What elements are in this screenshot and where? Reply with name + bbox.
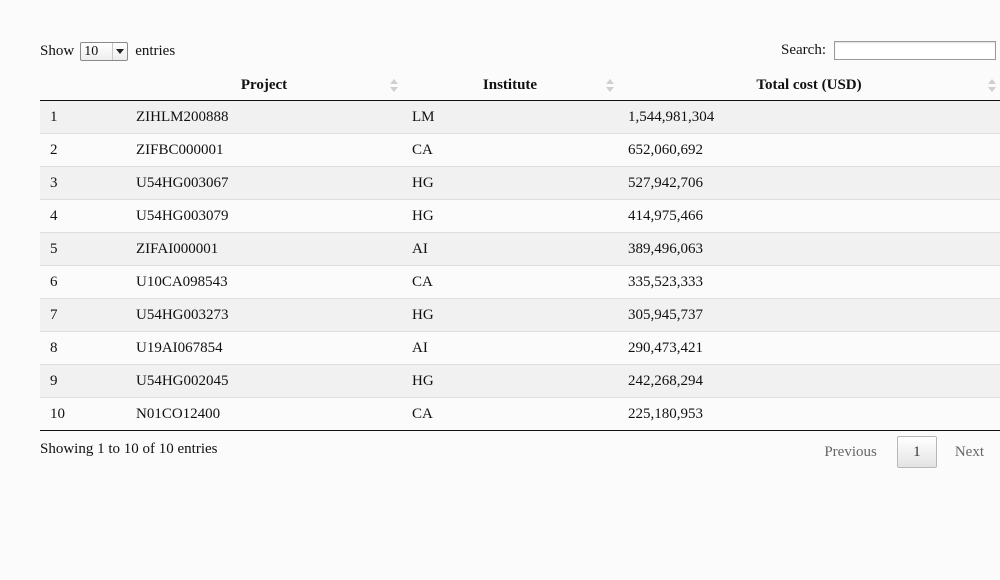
cell-project: N01CO12400	[126, 397, 402, 431]
cell-project: U10CA098543	[126, 265, 402, 299]
cell-total-cost: 1,544,981,304	[618, 100, 1000, 134]
cell-total-cost: 225,180,953	[618, 397, 1000, 431]
length-prefix-label: Show	[40, 43, 75, 59]
table-footer: Showing 1 to 10 of 10 entries Previous 1…	[40, 435, 1000, 475]
cell-institute: CA	[402, 397, 618, 431]
table-row: 10 N01CO12400 CA 225,180,953	[40, 397, 1000, 431]
pagination: Previous 1 Next	[824, 435, 1000, 469]
cell-index: 8	[40, 331, 126, 365]
column-header-project[interactable]: Project	[126, 70, 402, 101]
cell-project: ZIFAI000001	[126, 232, 402, 266]
cell-institute: HG	[402, 298, 618, 332]
table-row: 9 U54HG002045 HG 242,268,294	[40, 364, 1000, 398]
cell-total-cost: 527,942,706	[618, 166, 1000, 200]
cell-index: 2	[40, 133, 126, 167]
column-header-institute-label: Institute	[482, 76, 538, 93]
chevron-down-icon	[112, 43, 127, 60]
cell-index: 5	[40, 232, 126, 266]
cell-index: 10	[40, 397, 126, 431]
column-header-total-cost-label: Total cost (USD)	[756, 76, 862, 93]
cell-total-cost: 242,268,294	[618, 364, 1000, 398]
table-row: 1 ZIHLM200888 LM 1,544,981,304	[40, 100, 1000, 134]
cell-total-cost: 305,945,737	[618, 298, 1000, 332]
cell-index: 1	[40, 100, 126, 134]
search-label: Search:	[781, 42, 826, 58]
column-header-total-cost[interactable]: Total cost (USD)	[618, 70, 1000, 101]
cell-index: 9	[40, 364, 126, 398]
column-header-index[interactable]	[40, 70, 126, 101]
table-controls: Show 10 entries Search:	[40, 40, 1000, 64]
cell-project: U54HG003067	[126, 166, 402, 200]
table-row: 7 U54HG003273 HG 305,945,737	[40, 298, 1000, 332]
page-1-button[interactable]: 1	[896, 436, 937, 468]
table-row: 2 ZIFBC000001 CA 652,060,692	[40, 133, 1000, 167]
cell-total-cost: 290,473,421	[618, 331, 1000, 365]
search-control: Search:	[781, 41, 996, 60]
entries-info: Showing 1 to 10 of 10 entries	[40, 441, 218, 457]
cell-institute: CA	[402, 133, 618, 167]
table-row: 6 U10CA098543 CA 335,523,333	[40, 265, 1000, 299]
cell-institute: HG	[402, 199, 618, 233]
table-row: 3 U54HG003067 HG 527,942,706	[40, 166, 1000, 200]
cell-institute: HG	[402, 166, 618, 200]
column-header-institute[interactable]: Institute	[402, 70, 618, 101]
table-row: 8 U19AI067854 AI 290,473,421	[40, 331, 1000, 365]
table-row: 5 ZIFAI000001 AI 389,496,063	[40, 232, 1000, 266]
cell-project: U54HG002045	[126, 364, 402, 398]
sort-both-icon	[606, 79, 614, 93]
column-header-project-label: Project	[240, 76, 288, 93]
entries-length-control: Show 10 entries	[40, 42, 175, 61]
cell-project: U19AI067854	[126, 331, 402, 365]
cell-institute: CA	[402, 265, 618, 299]
datatable-wrapper: Show 10 entries Search: Project	[40, 40, 1000, 475]
cell-index: 4	[40, 199, 126, 233]
data-table: Project Institute Total cost (USD) 1 ZIH…	[40, 70, 1000, 431]
sort-both-icon	[988, 79, 996, 93]
cell-project: ZIFBC000001	[126, 133, 402, 167]
cell-institute: AI	[402, 232, 618, 266]
previous-page-button[interactable]: Previous	[824, 443, 877, 460]
cell-index: 3	[40, 166, 126, 200]
cell-index: 6	[40, 265, 126, 299]
cell-institute: LM	[402, 100, 618, 134]
next-page-button[interactable]: Next	[954, 443, 984, 460]
cell-total-cost: 652,060,692	[618, 133, 1000, 167]
cell-project: U54HG003079	[126, 199, 402, 233]
entries-per-page-value: 10	[84, 44, 99, 59]
search-input[interactable]	[834, 41, 996, 60]
cell-total-cost: 414,975,466	[618, 199, 1000, 233]
sort-both-icon	[390, 79, 398, 93]
cell-index: 7	[40, 298, 126, 332]
table-row: 4 U54HG003079 HG 414,975,466	[40, 199, 1000, 233]
cell-project: ZIHLM200888	[126, 100, 402, 134]
cell-institute: AI	[402, 331, 618, 365]
cell-project: U54HG003273	[126, 298, 402, 332]
cell-total-cost: 335,523,333	[618, 265, 1000, 299]
length-suffix-label: entries	[135, 43, 176, 59]
entries-per-page-select[interactable]: 10	[80, 42, 129, 61]
cell-total-cost: 389,496,063	[618, 232, 1000, 266]
table-header-row: Project Institute Total cost (USD)	[40, 70, 1000, 101]
cell-institute: HG	[402, 364, 618, 398]
